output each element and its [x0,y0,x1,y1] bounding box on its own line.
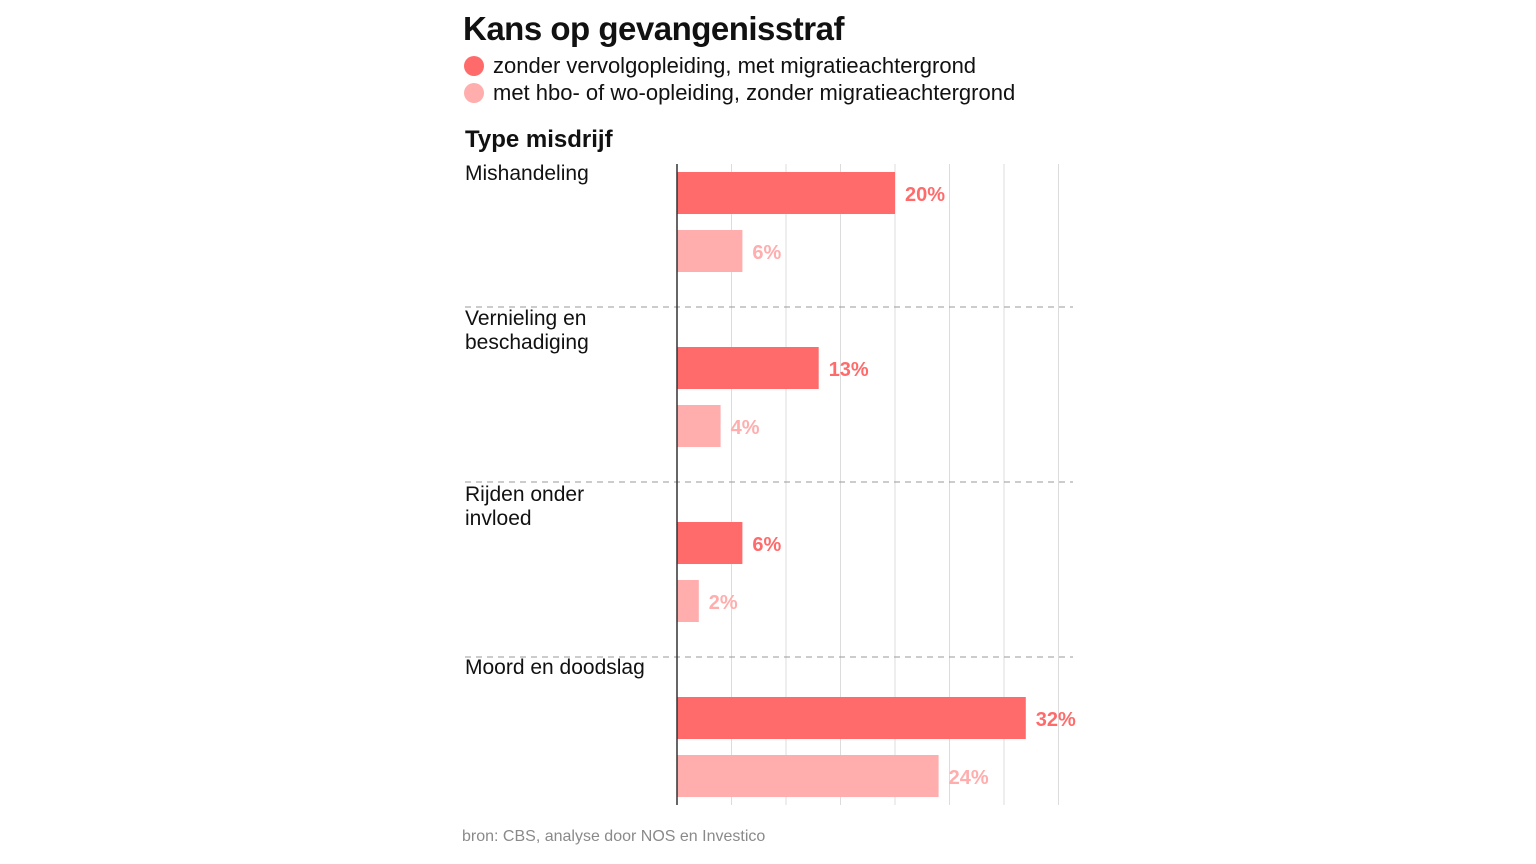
data-label: 6% [752,242,781,264]
bar [677,405,721,447]
category-label: Rijden onder invloed [465,483,584,530]
bar [677,755,939,797]
category-label: Mishandeling [465,162,589,185]
data-label: 24% [949,767,989,789]
data-label: 20% [905,184,945,206]
legend-label-series-2: met hbo- of wo-opleiding, zonder migrati… [493,80,1016,105]
legend-item-series-1: zonder vervolgopleiding, met migratieach… [464,53,976,79]
legend-item-series-2: met hbo- of wo-opleiding, zonder migrati… [464,80,1015,106]
legend-swatch-series-1 [464,56,484,76]
legend-label-series-1: zonder vervolgopleiding, met migratieach… [493,53,977,78]
bar [677,172,895,214]
bar [677,697,1026,739]
category-label: Moord en doodslag [465,656,645,679]
category-label: Vernieling en beschadiging [465,307,589,354]
source-note: bron: CBS, analyse door NOS en Investico [462,828,766,845]
chart-title: Kans op gevangenisstraf [463,10,844,47]
bar [677,580,699,622]
bar [677,230,743,272]
legend-swatch-series-2 [464,83,484,103]
bar [677,347,819,389]
bar [677,522,743,564]
data-label: 2% [709,592,738,614]
data-label: 13% [829,359,869,381]
data-label: 6% [752,534,781,556]
data-label: 32% [1036,709,1076,731]
category-axis-header: Type misdrijf [465,126,613,153]
data-label: 4% [731,417,760,439]
